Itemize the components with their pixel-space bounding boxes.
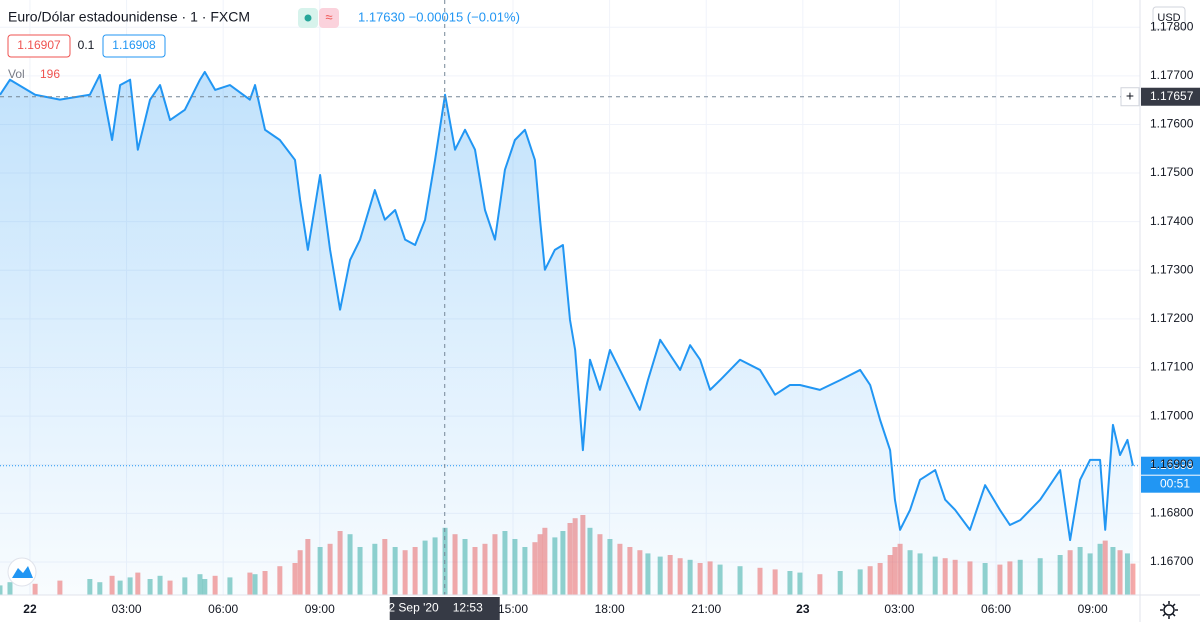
status-icons: ≈ — [298, 8, 339, 28]
y-tick-label: 1.17300 — [1150, 262, 1194, 276]
y-tick-label: 1.17000 — [1150, 408, 1194, 422]
crosshair-time-box — [389, 597, 500, 620]
crosshair-price-box — [1141, 87, 1200, 106]
x-tick-label: 09:00 — [305, 602, 335, 616]
x-tick-label: 15:00 — [498, 602, 528, 616]
y-tick-label: 1.17700 — [1150, 68, 1194, 82]
volume-legend-name: Vol — [8, 67, 25, 81]
last-price-box — [1141, 456, 1200, 475]
x-tick-label: 23 — [796, 602, 810, 616]
y-tick-label: 1.17100 — [1150, 360, 1194, 374]
y-tick-label: 1.17600 — [1150, 117, 1194, 131]
status-glyph: ≈ — [325, 9, 332, 24]
y-tick-label: 1.17500 — [1150, 165, 1194, 179]
y-tick-label: 1.17200 — [1150, 311, 1194, 325]
settings-icon[interactable] — [1160, 601, 1178, 619]
gear-teeth — [1160, 601, 1178, 619]
ask: 1.16908 — [112, 38, 156, 52]
x-tick-label: 03:00 — [112, 602, 142, 616]
status-dot — [304, 14, 312, 22]
spread: 0.1 — [78, 38, 95, 52]
quote: 1.17630 −0.00015 (−0.01%) — [358, 9, 520, 24]
currency: USD — [1157, 12, 1180, 24]
status-icon — [319, 8, 339, 28]
y-tick-label: 1.16700 — [1150, 554, 1194, 568]
volume-legend-value: 196 — [40, 67, 60, 81]
x-tick-label: 06:00 — [981, 602, 1011, 616]
logo-mark — [12, 566, 33, 578]
logo[interactable] — [7, 557, 37, 587]
y-tick-label: 1.17400 — [1150, 214, 1194, 228]
symbol-title: Euro/Dólar estadounidense · 1 · FXCM — [8, 9, 250, 25]
countdown-box — [1141, 475, 1200, 493]
x-tick-label: 18:00 — [595, 602, 625, 616]
crosshair-plus-box[interactable] — [1120, 87, 1140, 107]
y-tick-label: 1.16800 — [1150, 506, 1194, 520]
crosshair-price: 1.17657 — [1150, 89, 1194, 103]
x-tick-label: 09:00 — [1078, 602, 1108, 616]
crosshair-time: 12:53 — [453, 601, 483, 615]
x-tick-label: 21:00 — [691, 602, 721, 616]
x-tick-label: 22 — [23, 602, 37, 616]
y-tick-label: 1.17800 — [1150, 19, 1194, 33]
y-tick-label: 1.16900 — [1150, 457, 1194, 471]
gear[interactable] — [1163, 604, 1175, 616]
last-price: 1.16898 — [1150, 458, 1194, 472]
countdown: 00:51 — [1160, 476, 1190, 490]
price-line — [0, 70, 1134, 542]
bid-box[interactable] — [7, 34, 71, 58]
x-tick-label: 06:00 — [208, 602, 238, 616]
x-tick-label: 03:00 — [884, 602, 914, 616]
bid: 1.16907 — [17, 38, 61, 52]
area — [0, 71, 1133, 595]
currency-button[interactable] — [1152, 6, 1186, 30]
plot-layer — [0, 70, 1134, 595]
crosshair-date: 22 Sep '20 — [382, 601, 439, 615]
crosshair-plus: + — [1126, 87, 1134, 103]
ask-box[interactable] — [102, 34, 166, 58]
